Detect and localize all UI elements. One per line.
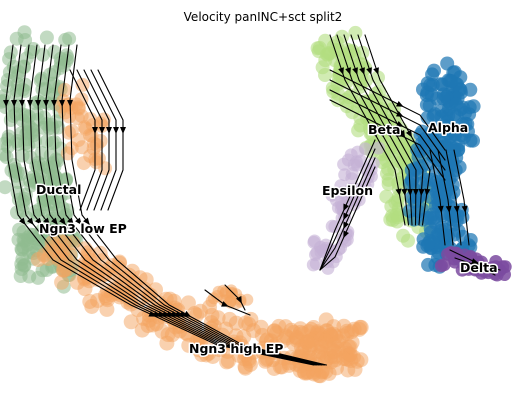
cluster-label-ngn3-low-ep: Ngn3 low EP (39, 221, 127, 236)
cell-point-ductal (37, 110, 51, 124)
cell-point-epsilon (308, 235, 321, 248)
cell-point-ductal (0, 150, 14, 164)
cell-point-beta (401, 234, 415, 248)
cell-point-ductal (14, 126, 28, 140)
cell-point-ngn3-high-ep (300, 335, 315, 350)
cell-point-ngn3-high-ep (181, 295, 196, 310)
cell-point-ductal (62, 32, 76, 46)
cell-point-ngn3-high-ep (269, 325, 284, 340)
cell-point-ductal (5, 164, 19, 178)
cell-point-ductal (15, 262, 29, 276)
cluster-label-epsilon: Epsilon (322, 183, 373, 198)
cell-point-ngn3-high-ep (77, 156, 91, 170)
cell-point-epsilon (307, 258, 320, 271)
cell-point-beta (351, 123, 365, 137)
cell-point-alpha (421, 237, 435, 251)
cell-point-alpha (463, 83, 477, 97)
cell-point-alpha (411, 204, 425, 218)
cell-point-ductal (2, 52, 16, 66)
cell-point-ngn3-high-ep (318, 364, 333, 379)
cluster-label-alpha: Alpha (428, 120, 468, 135)
cell-point-ngn3-high-ep (336, 351, 351, 366)
cell-point-alpha (444, 208, 458, 222)
cell-point-ductal (0, 180, 12, 194)
cell-point-ngn3-high-ep (72, 100, 86, 114)
cell-point-epsilon (359, 142, 372, 155)
cell-point-alpha (449, 97, 463, 111)
cluster-label-delta: Delta (460, 260, 498, 275)
cell-point-beta (379, 190, 393, 204)
velocity-arrowhead (120, 127, 126, 134)
cell-point-ngn3-high-ep (241, 317, 256, 332)
velocity-arrowhead (113, 127, 119, 134)
cell-points (0, 25, 512, 383)
cell-point-ngn3-high-ep (85, 129, 99, 143)
cell-point-ngn3-high-ep (298, 366, 313, 381)
cell-point-beta (390, 215, 404, 229)
cluster-label-ngn3-high-ep: Ngn3 high EP (189, 341, 283, 356)
cell-point-ngn3-high-ep (54, 275, 69, 290)
cell-point-alpha (466, 134, 480, 148)
cell-point-ngn3-high-ep (340, 326, 355, 341)
cell-point-delta (438, 258, 451, 271)
cell-point-alpha (420, 98, 434, 112)
cell-point-epsilon (338, 168, 351, 181)
cell-point-beta (348, 26, 362, 40)
cell-point-alpha (421, 76, 435, 90)
cell-point-alpha (428, 216, 442, 230)
cell-point-ngn3-high-ep (58, 83, 72, 97)
cell-point-alpha (467, 99, 481, 113)
cell-point-alpha (434, 77, 448, 91)
cluster-label-beta: Beta (368, 122, 400, 137)
cluster-label-ductal: Ductal (36, 182, 81, 197)
cell-point-ngn3-high-ep (92, 151, 106, 165)
cell-point-ngn3-high-ep (267, 361, 282, 376)
cell-point-ngn3-high-ep (353, 352, 368, 367)
cell-point-ductal (21, 230, 35, 244)
cell-point-ductal (40, 31, 54, 45)
chart-title: Velocity panINC+sct split2 (184, 10, 343, 24)
cell-point-ngn3-high-ep (82, 294, 97, 309)
cell-point-ngn3-high-ep (62, 126, 76, 140)
cell-point-ngn3-high-ep (165, 327, 180, 342)
cell-point-alpha (414, 128, 428, 142)
cell-point-alpha (440, 57, 454, 71)
cell-point-alpha (405, 174, 419, 188)
cell-point-alpha (443, 139, 457, 153)
cell-point-ngn3-high-ep (324, 329, 339, 344)
